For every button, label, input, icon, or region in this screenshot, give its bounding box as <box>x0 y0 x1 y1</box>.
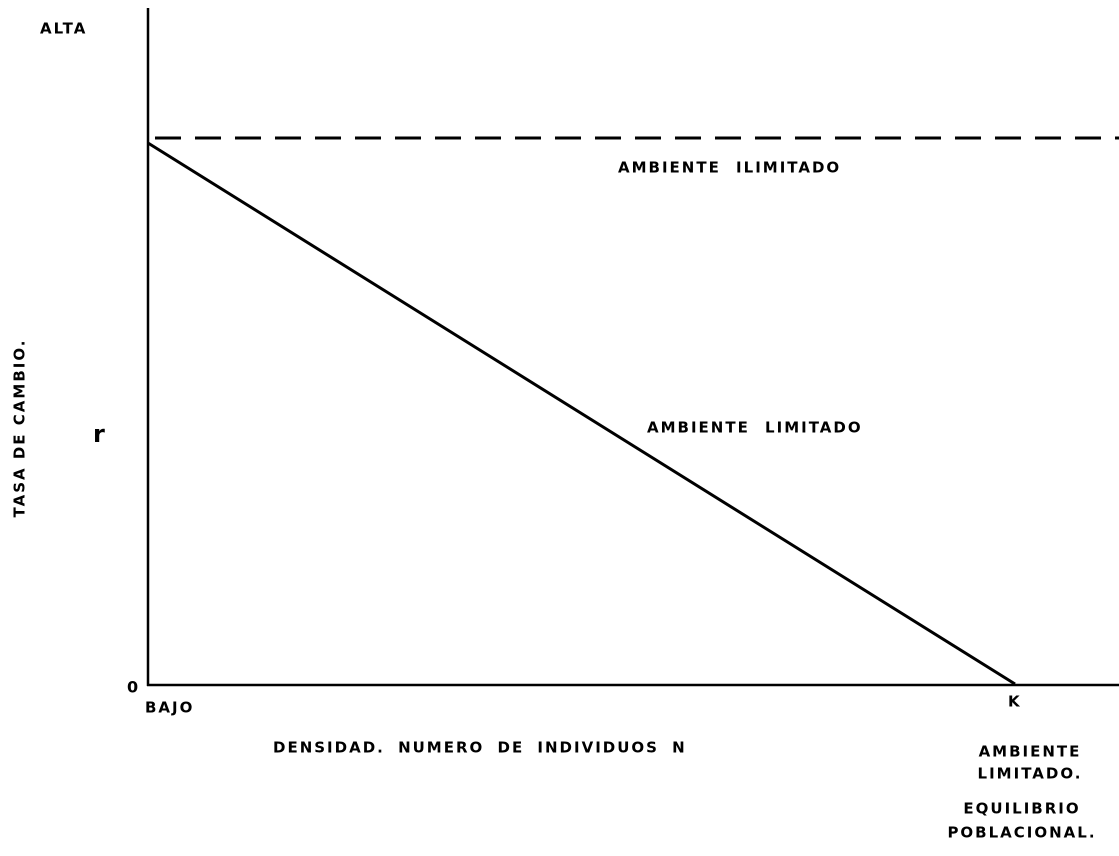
k-note: POBLACIONAL. <box>947 824 1096 842</box>
k-note: EQUILIBRIO <box>963 800 1080 818</box>
unlimited-label: AMBIENTE ILIMITADO <box>618 159 841 177</box>
y-axis-label: TASA DE CAMBIO. <box>11 339 29 518</box>
y-mid-label: r <box>93 420 107 448</box>
k-note: AMBIENTE <box>979 743 1082 761</box>
x-end-label: K <box>1008 693 1022 711</box>
origin-label: 0 <box>127 678 140 697</box>
x-start-label: BAJO <box>145 699 194 717</box>
limited-line <box>147 141 1016 686</box>
y-top-label: ALTA <box>40 20 87 38</box>
limited-label: AMBIENTE LIMITADO <box>647 419 863 437</box>
k-note: LIMITADO. <box>978 765 1083 783</box>
x-axis-label: DENSIDAD. NUMERO DE INDIVIDUOS N <box>273 739 687 757</box>
